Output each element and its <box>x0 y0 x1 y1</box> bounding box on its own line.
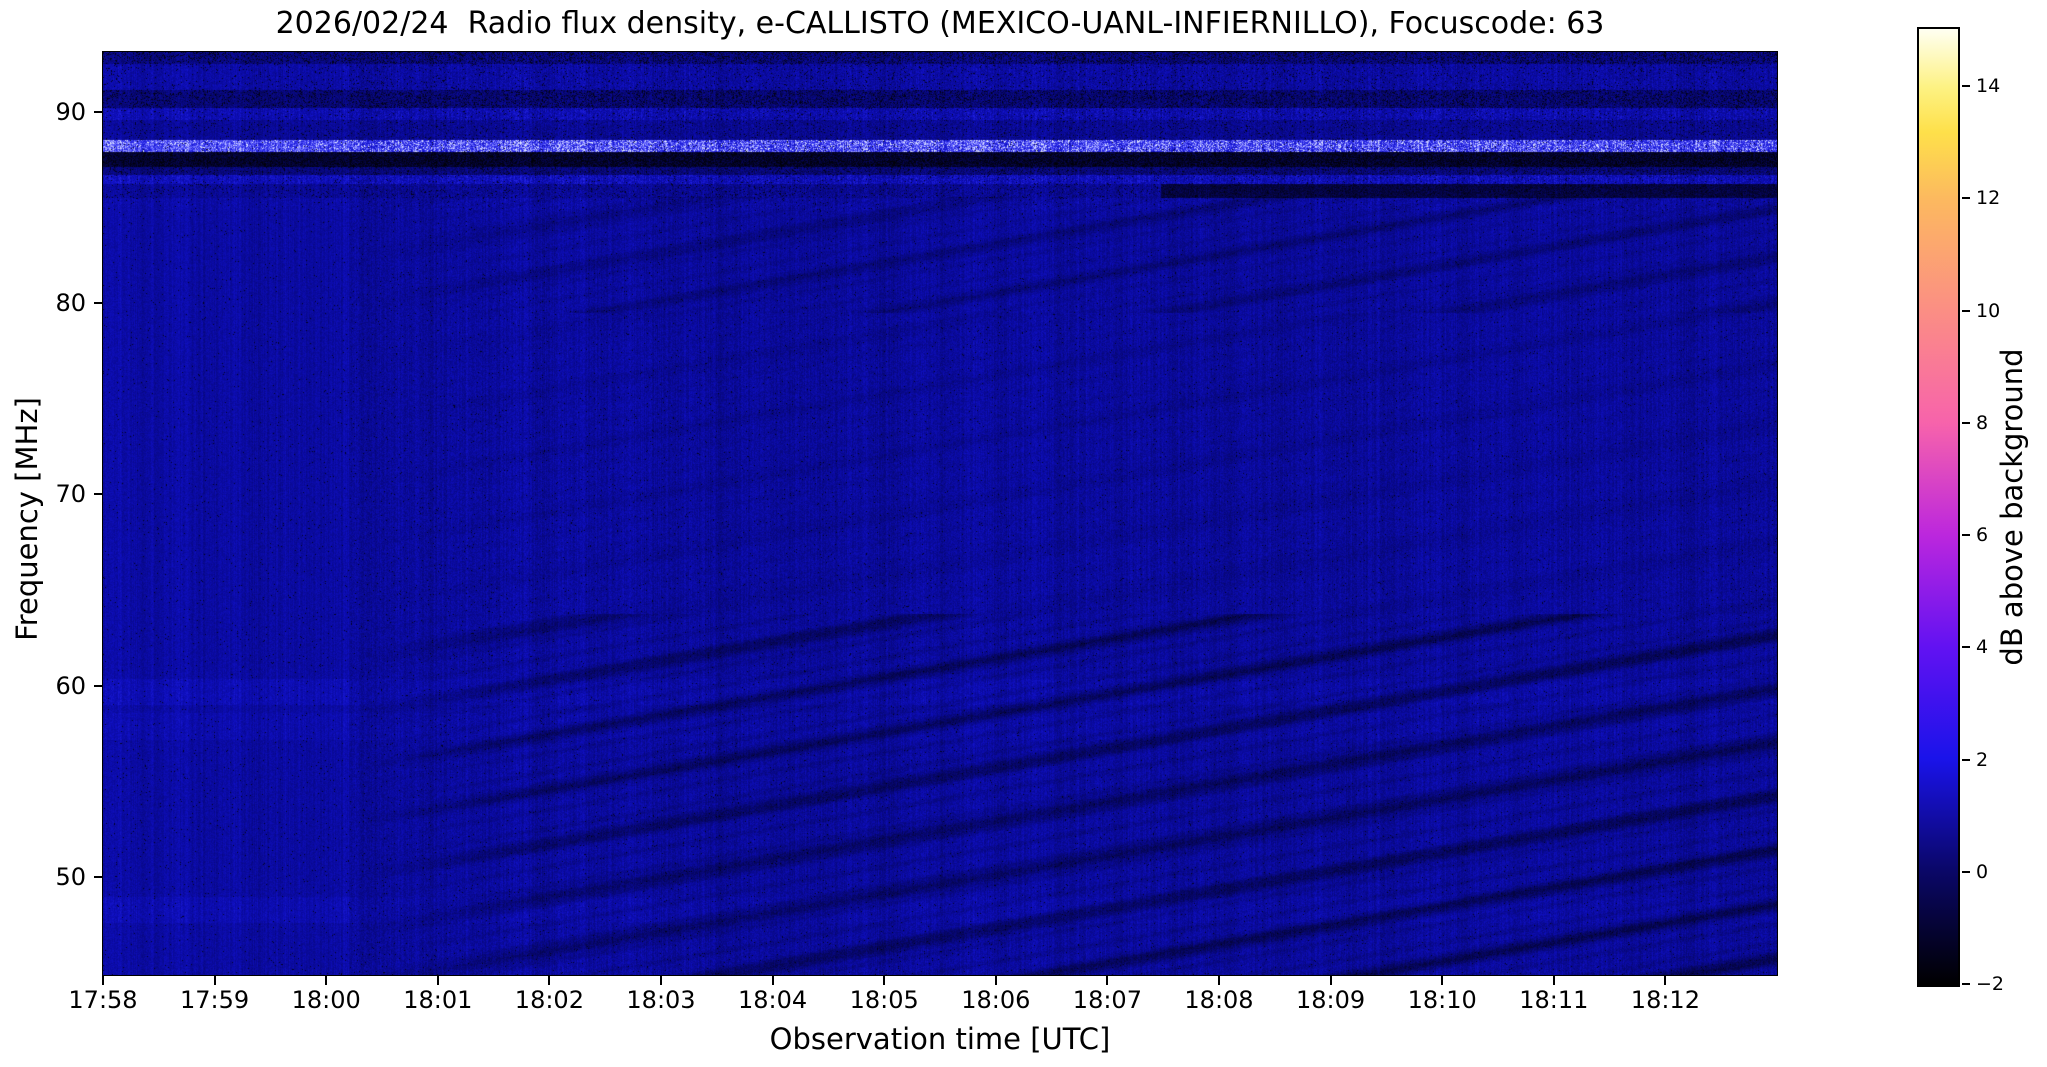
x-tick-label: 18:01 <box>403 986 473 1014</box>
y-tick-label: 90 <box>55 97 86 126</box>
y-tick-mark <box>94 876 103 879</box>
x-tick-mark <box>213 976 216 985</box>
y-tick-label: 80 <box>55 289 86 318</box>
x-tick-label: 18:00 <box>291 986 361 1014</box>
x-tick-label: 18:04 <box>738 986 808 1014</box>
colorbar-tick-mark <box>1962 758 1970 761</box>
x-tick-mark <box>548 976 551 985</box>
x-tick-mark <box>325 976 328 985</box>
colorbar-tick-mark <box>1962 421 1970 424</box>
x-tick-label: 18:03 <box>626 986 696 1014</box>
x-tick-mark <box>1441 976 1444 985</box>
x-tick-mark <box>102 976 104 985</box>
y-tick-label: 50 <box>55 863 86 892</box>
x-tick-mark <box>1218 976 1220 985</box>
y-tick-mark <box>94 110 103 113</box>
x-tick-mark <box>436 976 439 985</box>
y-tick-mark <box>94 493 103 496</box>
x-tick-mark <box>1552 976 1555 985</box>
colorbar-tick-mark <box>1962 309 1970 312</box>
x-tick-mark <box>771 976 774 985</box>
colorbar-tick-mark <box>1962 84 1970 87</box>
colorbar-tick-label: 2 <box>1976 748 1989 771</box>
colorbar-tick-mark <box>1962 534 1970 537</box>
x-tick-mark <box>994 976 997 985</box>
x-tick-label: 18:10 <box>1407 986 1477 1014</box>
x-tick-mark <box>1664 976 1667 985</box>
colorbar-tick-label: 10 <box>1976 299 2001 322</box>
colorbar-tick-label: 14 <box>1976 74 2001 97</box>
x-tick-label: 18:11 <box>1519 986 1589 1014</box>
x-tick-label: 17:58 <box>68 986 138 1014</box>
chart-title: 2026/02/24 Radio flux density, e-CALLIST… <box>275 6 1605 41</box>
y-tick-mark <box>94 302 103 305</box>
spectrogram-canvas <box>103 52 1777 975</box>
plot-area <box>102 51 1778 976</box>
x-tick-label: 18:12 <box>1630 986 1700 1014</box>
colorbar <box>1917 27 1960 987</box>
colorbar-tick-mark <box>1962 646 1970 649</box>
colorbar-tick-label: −2 <box>1976 973 2005 996</box>
x-tick-mark <box>883 976 886 985</box>
y-tick-mark <box>94 684 103 687</box>
x-tick-label: 18:06 <box>961 986 1031 1014</box>
x-tick-mark <box>660 976 662 985</box>
colorbar-tick-label: 6 <box>1976 524 1989 547</box>
colorbar-tick-label: 0 <box>1976 860 1989 883</box>
colorbar-tick-label: 8 <box>1976 411 1989 434</box>
colorbar-tick-label: 4 <box>1976 636 1989 659</box>
x-tick-label: 18:09 <box>1296 986 1366 1014</box>
x-tick-label: 18:02 <box>514 986 584 1014</box>
colorbar-label: dB above background <box>1995 348 2029 666</box>
y-axis-label: Frequency [MHz] <box>10 397 44 641</box>
x-tick-label: 18:05 <box>849 986 919 1014</box>
x-tick-mark <box>1329 976 1332 985</box>
x-tick-label: 17:59 <box>180 986 250 1014</box>
y-tick-label: 70 <box>55 480 86 509</box>
y-tick-label: 60 <box>55 671 86 700</box>
colorbar-tick-label: 12 <box>1976 187 2001 210</box>
colorbar-tick-mark <box>1962 983 1970 986</box>
x-tick-mark <box>1106 976 1109 985</box>
x-axis-label: Observation time [UTC] <box>769 1022 1111 1056</box>
x-tick-label: 18:08 <box>1184 986 1254 1014</box>
x-tick-label: 18:07 <box>1072 986 1142 1014</box>
colorbar-tick-mark <box>1962 870 1970 873</box>
colorbar-tick-mark <box>1962 197 1970 200</box>
